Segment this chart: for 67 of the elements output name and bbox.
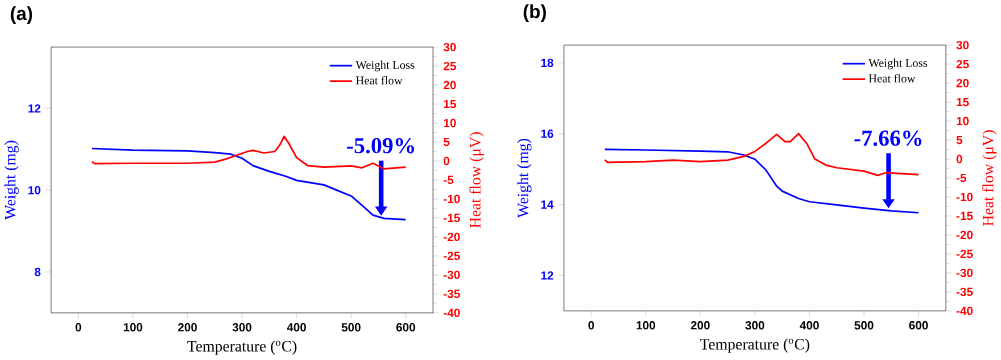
y-tick-label: 10 <box>28 185 41 195</box>
y2-axis-title: Heat flow (μV) <box>469 132 484 228</box>
y-axis-title: Weight (mg) <box>517 138 532 218</box>
y2-tick-label: 30 <box>443 42 456 52</box>
y2-tick-label: -20 <box>443 232 460 242</box>
y2-tick-label: -10 <box>956 192 973 202</box>
x-tick-label: 0 <box>588 321 595 330</box>
x-tick-label: 0 <box>75 323 82 332</box>
y2-tick-label: -35 <box>443 289 460 298</box>
y2-tick-label: -20 <box>956 230 973 240</box>
chart-title: (a) <box>10 6 33 24</box>
x-tick-label: 400 <box>286 323 306 332</box>
y2-tick-label: -15 <box>443 213 460 223</box>
y2-tick-label: 0 <box>443 156 450 166</box>
y2-tick-label: 10 <box>443 118 456 128</box>
legend-label: Heat flow <box>868 73 916 83</box>
y2-tick-label: -30 <box>443 270 460 280</box>
annotation: -5.09% <box>347 137 415 154</box>
y2-tick-label: -35 <box>956 287 973 297</box>
y-tick-label: 12 <box>28 104 41 113</box>
y2-tick-label: -40 <box>956 306 973 316</box>
y2-tick-label: 15 <box>956 97 969 107</box>
x-tick-label: 300 <box>745 321 765 330</box>
y2-tick-label: 25 <box>443 61 457 71</box>
y2-tick-label: -40 <box>443 308 460 317</box>
y2-tick-label: -10 <box>443 194 460 204</box>
x-tick-label: 100 <box>123 323 143 332</box>
y2-tick-label: 15 <box>443 99 457 109</box>
y2-tick-label: -15 <box>956 211 973 221</box>
x-axis-title: Temperature ($^{o}$C) <box>700 338 810 353</box>
y2-tick-label: -25 <box>956 249 973 259</box>
x-tick-label: 200 <box>690 321 710 330</box>
x-tick-label: 300 <box>232 323 252 332</box>
x-tick-label: 400 <box>799 321 819 330</box>
legend-label: Heat flow <box>355 75 403 85</box>
x-tick-label: 500 <box>854 321 874 330</box>
y2-tick-label: 25 <box>956 59 969 69</box>
y-tick-label: 12 <box>541 271 554 280</box>
y-tick-label: 18 <box>541 58 554 67</box>
legend-label: Weight Loss <box>355 60 415 72</box>
x-tick-label: 500 <box>341 323 361 332</box>
y2-tick-label: -30 <box>956 268 973 278</box>
y2-tick-label: -5 <box>956 173 967 183</box>
y2-tick-label: 20 <box>443 80 456 90</box>
y-axis-title: Weight (mg) <box>4 140 19 220</box>
y2-tick-label: 20 <box>956 78 969 88</box>
legend-label: Weight Loss <box>868 58 928 70</box>
x-axis-title: Temperature ($^{o}$C) <box>187 340 297 355</box>
y2-tick-label: -25 <box>443 251 460 261</box>
line-series <box>603 132 920 177</box>
y-tick-label: 8 <box>34 267 41 277</box>
y2-axis-title: Heat flow (μV) <box>982 130 997 226</box>
annotation: -7.66% <box>854 130 922 146</box>
y2-tick-label: 30 <box>956 40 969 50</box>
chart-title: (b) <box>523 4 546 22</box>
y2-tick-label: -5 <box>443 175 454 185</box>
y2-tick-label: 0 <box>956 154 963 164</box>
y2-tick-label: 5 <box>956 135 963 145</box>
line-series <box>603 148 920 214</box>
y2-tick-label: 5 <box>443 137 450 147</box>
y-tick-label: 14 <box>541 200 554 209</box>
x-tick-label: 600 <box>396 323 416 332</box>
x-tick-label: 600 <box>909 321 928 330</box>
x-tick-label: 100 <box>636 321 656 330</box>
y-tick-label: 16 <box>541 129 554 138</box>
y2-tick-label: 10 <box>956 116 969 126</box>
x-tick-label: 200 <box>178 323 197 332</box>
